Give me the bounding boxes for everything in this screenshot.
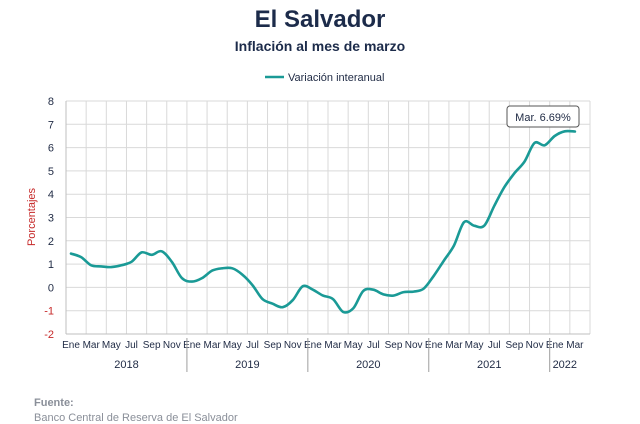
grid: [65, 100, 591, 335]
x-tick-label: Mar: [324, 340, 342, 351]
legend-label: Variación interanual: [288, 72, 384, 84]
x-tick-label: Nov: [405, 340, 423, 351]
y-axis-label: Porcentajes: [26, 187, 38, 246]
annotation-callout: Mar. 6.69%: [506, 105, 580, 128]
annotation-box: [506, 105, 580, 128]
y-tick-label: 1: [48, 259, 54, 271]
x-tick-label: Ene: [304, 340, 322, 351]
chart-subtitle: Inflación al mes de marzo: [234, 38, 406, 54]
inflation-chart: Variación interanual -2 -1 0 1 2 3 4 5 6 7 8 Porce…: [26, 72, 591, 372]
x-tick-label: Ene: [62, 340, 80, 351]
x-tick-label: Nov: [163, 340, 181, 351]
x-tick-label: May: [102, 340, 121, 351]
x-tick-label: Mar: [203, 340, 221, 351]
y-tick-label: -2: [44, 329, 54, 341]
annotation-label: Mar. 6.69%: [515, 112, 571, 124]
x-tick-label: Sep: [385, 340, 403, 351]
year-label: 2020: [356, 359, 380, 371]
x-tick-label: May: [465, 340, 484, 351]
y-tick-label: 0: [48, 282, 54, 294]
series-line-variacion-interanual: [69, 129, 577, 314]
year-label: 2018: [114, 359, 138, 371]
x-tick-label: Mar: [445, 340, 463, 351]
x-tick-label: Sep: [143, 340, 161, 351]
x-tick-label: May: [344, 340, 363, 351]
y-tick-label: 5: [48, 166, 54, 178]
y-axis-ticks: -2 -1 0 1 2 3 4 5 6 7 8: [44, 96, 54, 341]
y-tick-label: 7: [48, 119, 54, 131]
legend: Variación interanual: [265, 72, 384, 84]
year-label: 2019: [235, 359, 259, 371]
y-tick-label: -1: [44, 306, 54, 318]
year-label: 2022: [553, 359, 577, 371]
y-tick-label: 8: [48, 96, 54, 108]
x-tick-label: Jul: [488, 340, 501, 351]
chart-title: El Salvador: [254, 6, 386, 33]
x-tick-label: Mar: [566, 340, 584, 351]
x-tick-label: Jul: [125, 340, 138, 351]
source-heading: Fuente:: [34, 397, 74, 409]
year-label: 2021: [477, 359, 501, 371]
x-tick-label: Ene: [546, 340, 564, 351]
x-tick-label: Nov: [526, 340, 544, 351]
x-tick-label: Nov: [284, 340, 302, 351]
y-tick-label: 6: [48, 143, 54, 155]
source-text: Banco Central de Reserva de El Salvador: [34, 412, 238, 424]
x-axis-ticks: Ene Mar May Jul Sep Nov Ene Mar May Jul Sep Nov Ene M…: [62, 340, 584, 351]
y-tick-label: 4: [48, 189, 54, 201]
x-tick-label: Sep: [506, 340, 524, 351]
x-tick-label: May: [223, 340, 242, 351]
x-tick-label: Sep: [264, 340, 282, 351]
x-tick-label: Jul: [246, 340, 259, 351]
x-tick-label: Mar: [83, 340, 101, 351]
y-tick-label: 3: [48, 213, 54, 225]
x-axis-years: 2018 2019 2020 2021 2022: [114, 338, 577, 372]
x-tick-label: Ene: [183, 340, 201, 351]
x-tick-label: Jul: [367, 340, 380, 351]
x-tick-label: Ene: [425, 340, 443, 351]
y-tick-label: 2: [48, 236, 54, 248]
